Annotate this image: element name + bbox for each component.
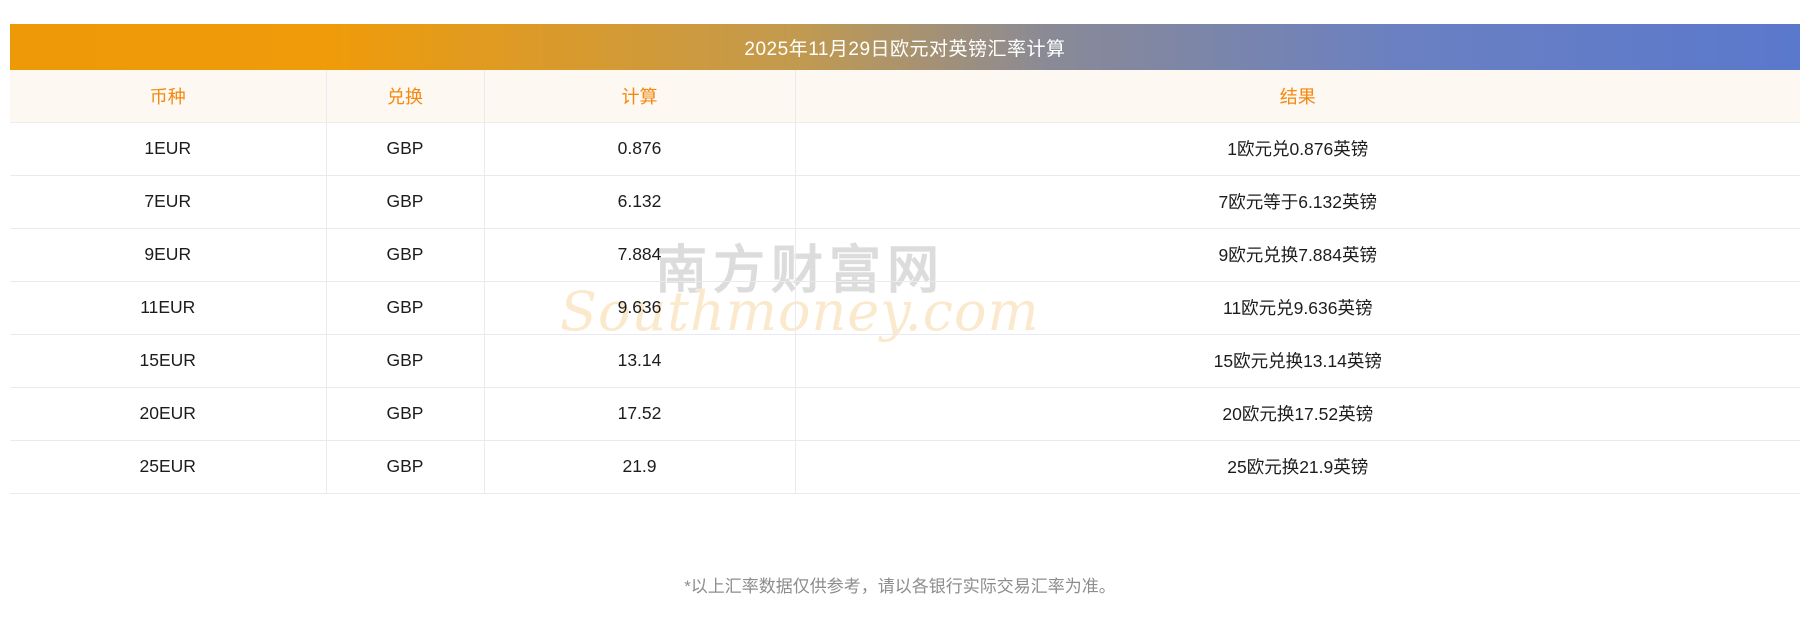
cell-result: 25欧元换21.9英镑 bbox=[795, 440, 1800, 494]
page-title-bar: 2025年11月29日欧元对英镑汇率计算 bbox=[10, 24, 1800, 70]
cell-currency: 25EUR bbox=[10, 440, 327, 494]
table-row: 1EUR GBP 0.876 1欧元兑0.876英镑 bbox=[10, 122, 1800, 176]
table-row: 11EUR GBP 9.636 11欧元兑9.636英镑 bbox=[10, 281, 1800, 335]
table-row: 7EUR GBP 6.132 7欧元等于6.132英镑 bbox=[10, 175, 1800, 229]
table-row: 25EUR GBP 21.9 25欧元换21.9英镑 bbox=[10, 440, 1800, 494]
cell-currency: 9EUR bbox=[10, 228, 327, 282]
table-row: 15EUR GBP 13.14 15欧元兑换13.14英镑 bbox=[10, 334, 1800, 388]
cell-currency: 15EUR bbox=[10, 334, 327, 388]
exchange-rate-table: 币种 兑换 计算 结果 1EUR GBP 0.876 1欧元兑0.876英镑 7… bbox=[10, 70, 1800, 494]
column-header-result: 结果 bbox=[795, 70, 1800, 123]
cell-currency: 20EUR bbox=[10, 387, 327, 441]
table-body: 1EUR GBP 0.876 1欧元兑0.876英镑 7EUR GBP 6.13… bbox=[10, 122, 1800, 494]
cell-result: 1欧元兑0.876英镑 bbox=[795, 122, 1800, 176]
disclaimer-note: *以上汇率数据仅供参考，请以各银行实际交易汇率为准。 bbox=[684, 577, 1116, 596]
cell-calculation: 17.52 bbox=[484, 387, 796, 441]
page-title: 2025年11月29日欧元对英镑汇率计算 bbox=[744, 38, 1066, 60]
cell-calculation: 6.132 bbox=[484, 175, 796, 229]
table-row: 20EUR GBP 17.52 20欧元换17.52英镑 bbox=[10, 387, 1800, 441]
cell-exchange: GBP bbox=[326, 387, 485, 441]
column-header-calculation: 计算 bbox=[484, 70, 796, 123]
cell-exchange: GBP bbox=[326, 440, 485, 494]
cell-calculation: 21.9 bbox=[484, 440, 796, 494]
column-header-currency: 币种 bbox=[10, 70, 327, 123]
cell-result: 11欧元兑9.636英镑 bbox=[795, 281, 1800, 335]
cell-result: 9欧元兑换7.884英镑 bbox=[795, 228, 1800, 282]
cell-result: 7欧元等于6.132英镑 bbox=[795, 175, 1800, 229]
cell-currency: 11EUR bbox=[10, 281, 327, 335]
table-header-row: 币种 兑换 计算 结果 bbox=[10, 70, 1800, 123]
cell-exchange: GBP bbox=[326, 175, 485, 229]
cell-currency: 1EUR bbox=[10, 122, 327, 176]
cell-result: 20欧元换17.52英镑 bbox=[795, 387, 1800, 441]
cell-exchange: GBP bbox=[326, 228, 485, 282]
cell-calculation: 7.884 bbox=[484, 228, 796, 282]
cell-calculation: 9.636 bbox=[484, 281, 796, 335]
cell-exchange: GBP bbox=[326, 122, 485, 176]
cell-result: 15欧元兑换13.14英镑 bbox=[795, 334, 1800, 388]
table-header: 币种 兑换 计算 结果 bbox=[10, 70, 1800, 123]
cell-exchange: GBP bbox=[326, 281, 485, 335]
cell-calculation: 0.876 bbox=[484, 122, 796, 176]
table-row: 9EUR GBP 7.884 9欧元兑换7.884英镑 bbox=[10, 228, 1800, 282]
cell-calculation: 13.14 bbox=[484, 334, 796, 388]
cell-currency: 7EUR bbox=[10, 175, 327, 229]
cell-exchange: GBP bbox=[326, 334, 485, 388]
column-header-exchange: 兑换 bbox=[326, 70, 485, 123]
